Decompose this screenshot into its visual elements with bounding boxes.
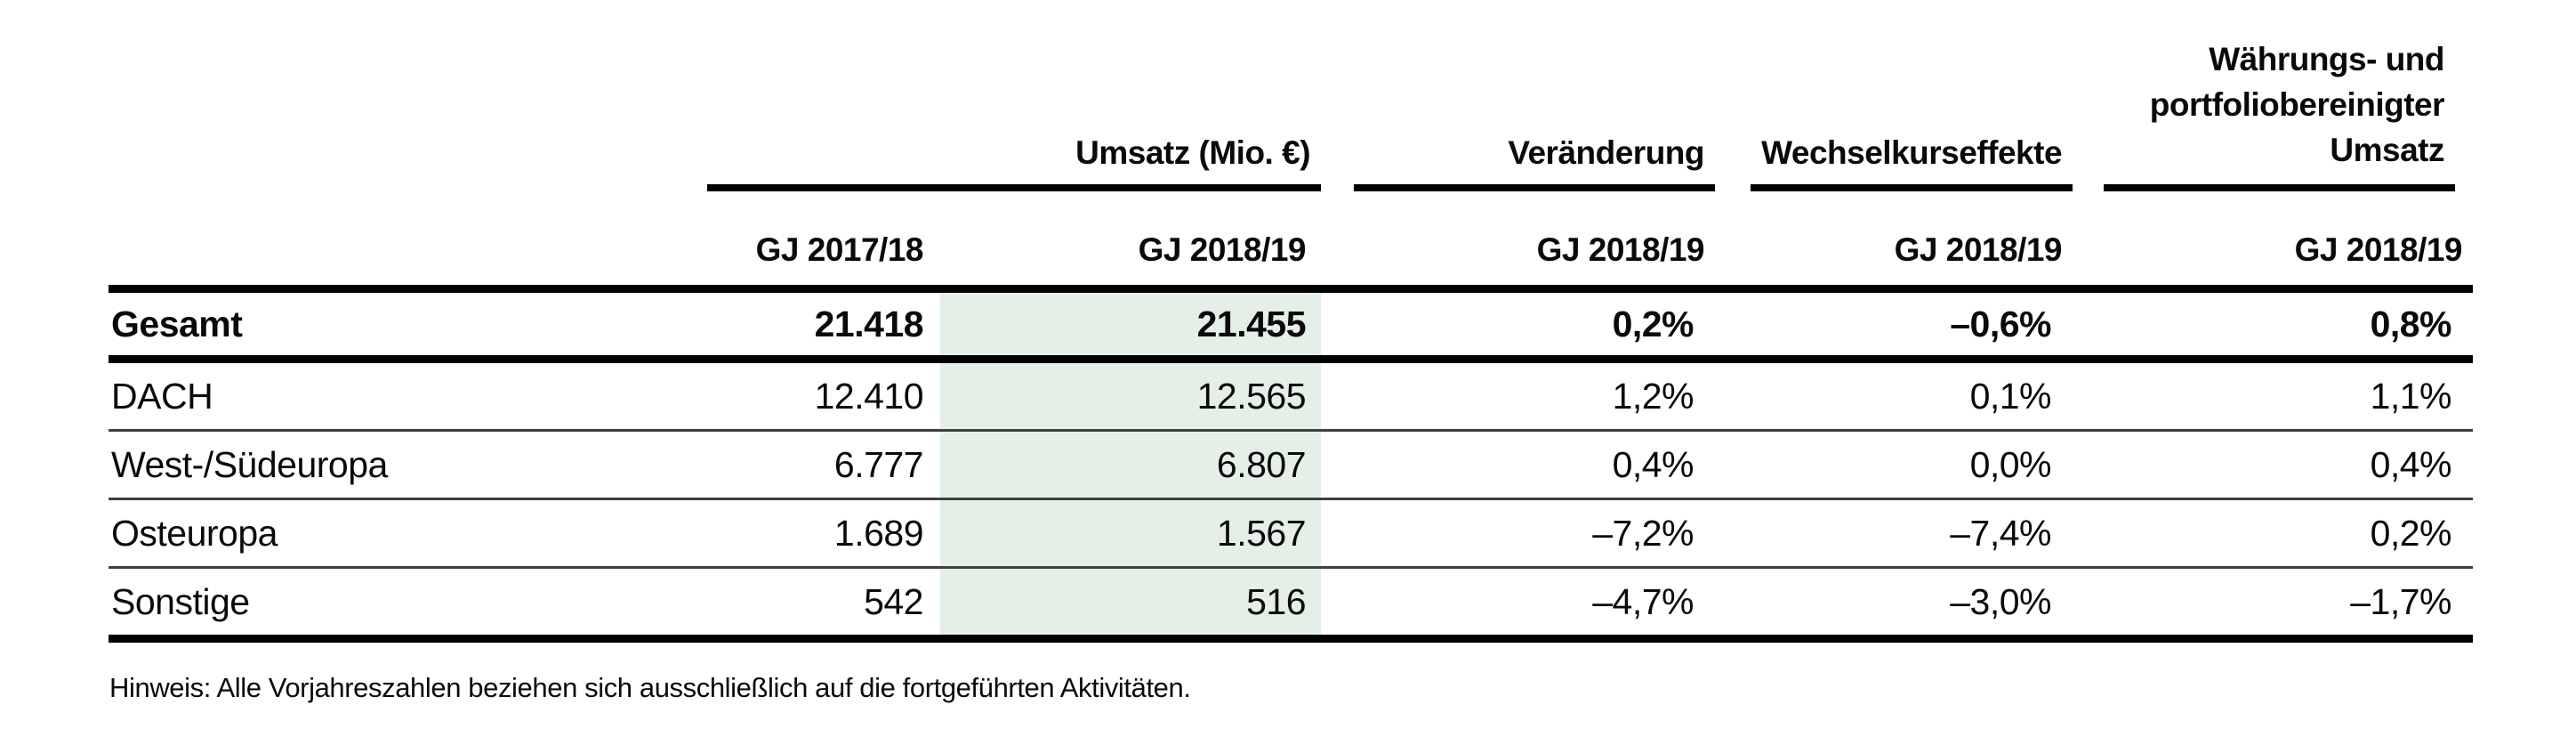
table-row-dach: DACH 12.410 12.565 1,2% 0,1% 1,1% — [109, 359, 2474, 432]
value-change: 0,2% — [1321, 288, 1716, 363]
subheader-fy-2018-19-wechselkurseffekte: GJ 2018/19 — [1715, 191, 2073, 293]
region-label: Gesamt — [109, 288, 707, 363]
value-fy2017-18: 6.777 — [707, 430, 940, 500]
value-fx-effects: 0,1% — [1715, 359, 2073, 432]
table-row-sonstige: Sonstige 542 516 –4,7% –3,0% –1,7% — [109, 567, 2474, 643]
value-fx-effects: –7,4% — [1715, 498, 2073, 569]
wechselkurseffekte-group-underline: Wechselkurseffekte — [1751, 134, 2073, 191]
subheader-fy-2018-19-adjusted: GJ 2018/19 — [2073, 191, 2474, 293]
value-fy2017-18: 12.410 — [707, 359, 940, 432]
value-fy2018-19: 516 — [940, 567, 1322, 643]
adjusted-header-line-3: Umsatz — [2330, 132, 2445, 168]
subheader-fy-2018-19-veraenderung: GJ 2018/19 — [1321, 191, 1716, 293]
column-group-header-row: Umsatz (Mio. €) Veränderung Wechselkurse… — [109, 0, 2473, 191]
group-header-adjusted: Währungs- und portfoliobereinigter Umsat… — [2104, 36, 2455, 184]
umsatz-group-underline: Umsatz (Mio. €) — [707, 134, 1322, 191]
table-row-gesamt: Gesamt 21.418 21.455 0,2% –0,6% 0,8% — [109, 288, 2474, 363]
value-fy2018-19: 1.567 — [940, 498, 1322, 569]
subheader-fy-2018-19-umsatz: GJ 2018/19 — [940, 191, 1322, 293]
adjusted-header-line-1: Währungs- und — [2209, 41, 2445, 77]
region-label: Sonstige — [109, 567, 707, 643]
region-label: Osteuropa — [109, 498, 707, 569]
group-header-umsatz: Umsatz (Mio. €) — [1075, 134, 1311, 171]
value-adjusted: 0,2% — [2073, 498, 2474, 569]
region-label: West-/Südeuropa — [109, 430, 707, 500]
table-header: Umsatz (Mio. €) Veränderung Wechselkurse… — [109, 0, 2474, 293]
group-header-adjusted-cell: Währungs- und portfoliobereinigter Umsat… — [2073, 0, 2473, 191]
value-fy2018-19: 6.807 — [940, 430, 1322, 500]
veraenderung-group-underline: Veränderung — [1354, 134, 1716, 191]
empty-corner-cell — [109, 191, 707, 293]
fiscal-year-header-row: GJ 2017/18 GJ 2018/19 GJ 2018/19 GJ 2018… — [109, 191, 2474, 293]
empty-corner-cell — [109, 0, 707, 191]
value-change: –7,2% — [1321, 498, 1716, 569]
revenue-by-region-table: Umsatz (Mio. €) Veränderung Wechselkurse… — [109, 0, 2474, 643]
adjusted-group-underline: Währungs- und portfoliobereinigter Umsat… — [2104, 36, 2456, 191]
group-header-wechselkurseffekte-cell: Wechselkurseffekte — [1715, 0, 2073, 191]
value-fy2017-18: 1.689 — [707, 498, 940, 569]
table-body: Gesamt 21.418 21.455 0,2% –0,6% 0,8% DAC… — [109, 288, 2474, 643]
region-label: DACH — [109, 359, 707, 432]
table-row-west-suedeuropa: West-/Südeuropa 6.777 6.807 0,4% 0,0% 0,… — [109, 430, 2474, 500]
adjusted-header-line-2: portfoliobereinigter — [2149, 86, 2445, 123]
value-fy2018-19: 21.455 — [940, 288, 1322, 363]
group-header-umsatz-cell: Umsatz (Mio. €) — [707, 0, 1322, 191]
group-header-veraenderung-cell: Veränderung — [1321, 0, 1716, 191]
value-fy2018-19: 12.565 — [940, 359, 1322, 432]
table-row-osteuropa: Osteuropa 1.689 1.567 –7,2% –7,4% 0,2% — [109, 498, 2474, 569]
value-change: 0,4% — [1321, 430, 1716, 500]
value-change: 1,2% — [1321, 359, 1716, 432]
value-adjusted: 0,4% — [2073, 430, 2474, 500]
value-adjusted: 1,1% — [2073, 359, 2474, 432]
value-fx-effects: 0,0% — [1715, 430, 2073, 500]
subheader-fy-2017-18: GJ 2017/18 — [707, 191, 940, 293]
group-header-wechselkurseffekte: Wechselkurseffekte — [1761, 134, 2063, 171]
value-change: –4,7% — [1321, 567, 1716, 643]
value-fx-effects: –0,6% — [1715, 288, 2073, 363]
value-adjusted: 0,8% — [2073, 288, 2474, 363]
group-header-veraenderung: Veränderung — [1508, 134, 1705, 171]
value-fy2017-18: 542 — [707, 567, 940, 643]
value-fx-effects: –3,0% — [1715, 567, 2073, 643]
footnote: Hinweis: Alle Vorjahreszahlen beziehen s… — [109, 672, 1191, 703]
value-fy2017-18: 21.418 — [707, 288, 940, 363]
value-adjusted: –1,7% — [2073, 567, 2474, 643]
